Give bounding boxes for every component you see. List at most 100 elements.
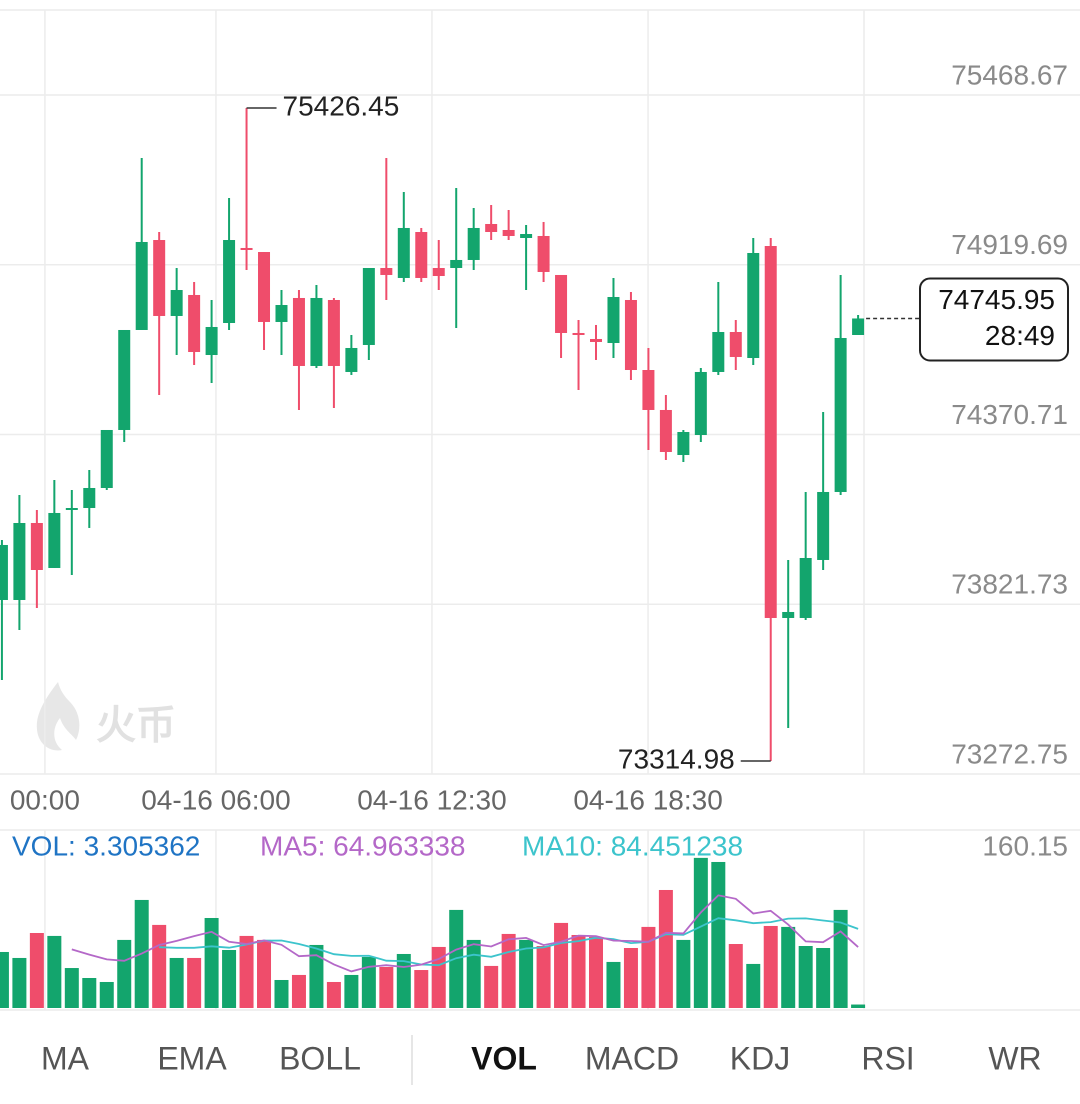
volume-legend: MA10: 84.451238 [522,830,743,861]
candle-body [834,337,847,492]
candle-body [135,241,148,330]
volume-bar [64,968,79,1008]
x-tick-label: 04-16 12:30 [357,784,506,815]
candle-body [240,247,253,250]
candle-body [572,332,585,335]
volume-bar [763,925,778,1008]
volume-bar [589,936,604,1008]
volume-bar [291,974,306,1008]
candle-body [310,297,323,366]
candle-body [520,234,533,238]
volume-bar [623,947,638,1008]
volume-bar [414,970,429,1008]
indicator-tab[interactable]: KDJ [730,1040,790,1076]
candle-body [170,290,183,316]
candle-body [729,331,742,357]
candle-body [817,491,830,560]
volume-bar [466,939,481,1008]
volume-bar [152,924,167,1008]
y-tick-label: 73821.73 [951,569,1068,600]
indicator-tab[interactable]: MACD [585,1040,679,1076]
volume-bar [0,951,9,1008]
volume-bar [379,966,394,1008]
candle-body [677,431,690,456]
candle-body [153,240,166,316]
candle-body [397,227,410,278]
volume-bar [309,944,324,1008]
candle-body [747,252,760,359]
candle-body [852,318,865,335]
candle-body [30,522,43,570]
candle-body [799,558,812,618]
volume-bar [798,946,813,1008]
candle-body [555,274,568,333]
candle-body [118,329,131,430]
candle-body [415,232,428,278]
indicator-tab[interactable]: MA [41,1040,90,1076]
volume-bar [693,857,708,1008]
y-tick-label: 73272.75 [951,738,1068,769]
volume-bar [47,935,62,1008]
volume-tick-label: 160.15 [982,830,1068,861]
volume-bar [536,946,551,1008]
volume-bar [99,981,114,1008]
candle-body [345,347,358,372]
volume-bar [816,947,831,1008]
volume-bar [361,957,376,1008]
candle-body [590,338,603,342]
indicator-tab[interactable]: RSI [861,1040,914,1076]
watermark-text: 火币 [96,704,176,748]
candle-body [380,267,393,275]
indicator-tab[interactable]: VOL [471,1040,537,1076]
candle-body [100,429,113,488]
volume-bar [82,977,97,1008]
ma10-line [159,917,859,967]
price-box [919,277,1069,362]
volume-bar [554,922,569,1008]
volume-bar [606,961,621,1008]
candle-body [694,371,707,435]
indicator-tab[interactable]: EMA [157,1040,227,1076]
volume-legend: VOL: 3.305362 [12,830,200,861]
candle-body [292,297,305,366]
countdown: 28:49 [985,320,1055,351]
volume-bar [519,939,534,1008]
candle-body [188,294,201,353]
volume-bar [239,935,254,1008]
watermark-logo [36,682,80,751]
ma5-line [71,894,859,973]
candle-body [659,409,672,453]
candle-body [607,296,620,344]
candle-body [502,229,515,236]
volume-bar [641,926,656,1008]
candle-body [327,299,340,366]
high-label: 75426.45 [283,90,400,121]
x-tick-label: 00:00 [10,784,80,815]
volume-bar [274,979,289,1008]
volume-legend: MA5: 64.963338 [260,830,466,861]
candle-body [48,512,61,568]
volume-bar [169,957,184,1008]
indicator-tab[interactable]: WR [988,1040,1041,1076]
candle-body [712,331,725,372]
volume-bar [676,939,691,1008]
low-label: 73314.98 [618,743,735,774]
candle-body [537,235,550,272]
volume-bar [326,981,341,1008]
volume-bar [29,932,44,1008]
volume-bar [12,957,27,1008]
y-tick-label: 75468.67 [951,59,1068,90]
candle-body [205,326,218,356]
candle-body [362,267,375,345]
volume-bar [781,926,796,1008]
y-tick-label: 74919.69 [951,229,1068,260]
candle-body [764,246,777,618]
indicator-tab[interactable]: BOLL [279,1040,361,1076]
candle-body [467,227,480,260]
candle-body [223,240,236,324]
candle-body [83,487,96,509]
volume-bar [222,949,237,1008]
candle-body [0,544,8,600]
candle-body [258,252,271,322]
